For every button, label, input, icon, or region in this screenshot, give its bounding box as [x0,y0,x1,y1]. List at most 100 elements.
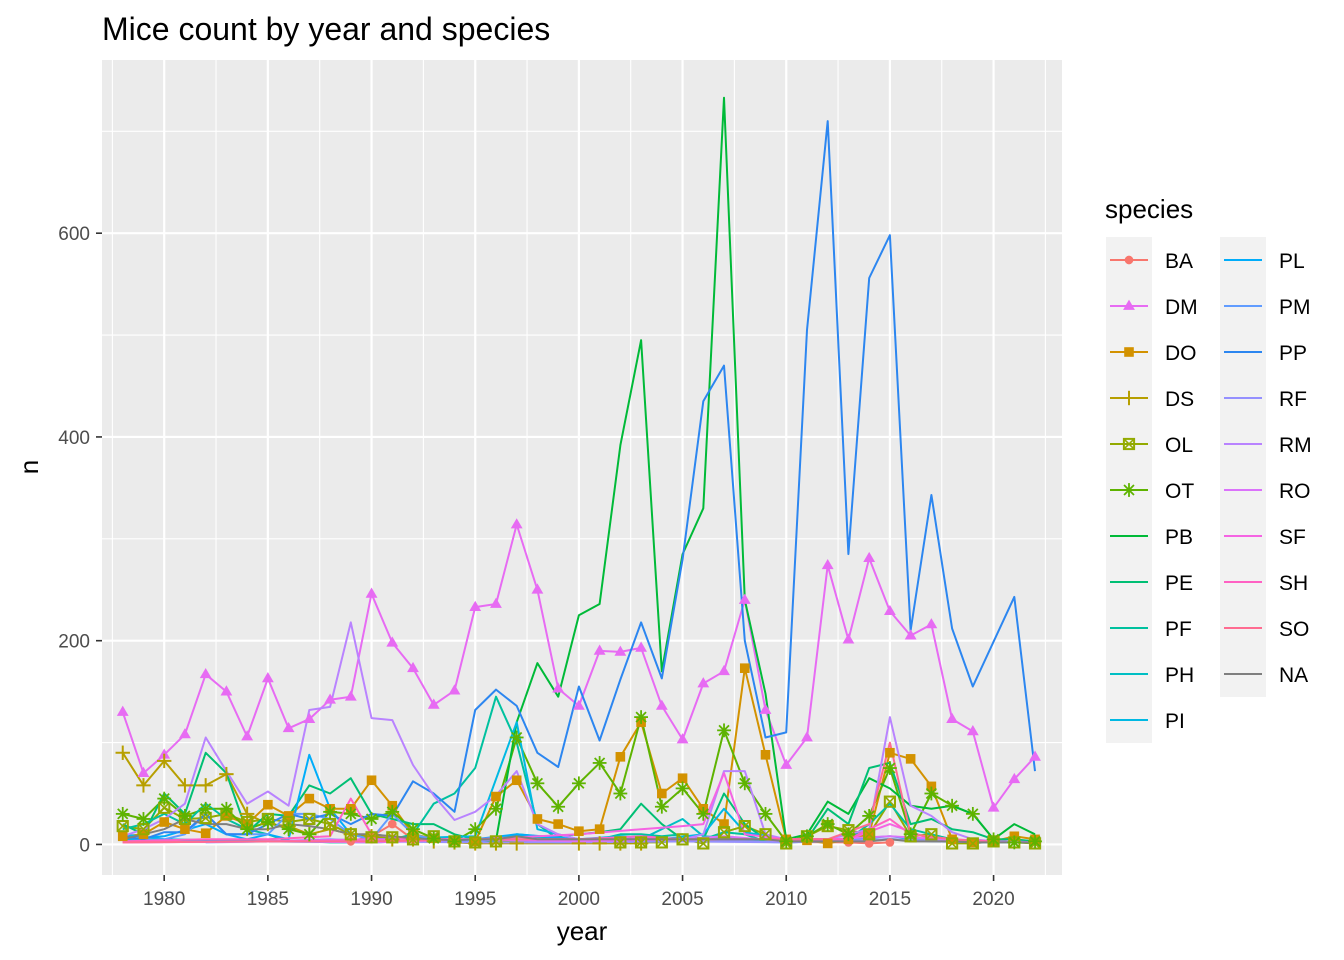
marker-shape [324,693,336,704]
marker-shape [676,833,689,846]
marker-shape [739,777,751,789]
data-point-ot [800,829,814,844]
marker-shape [926,781,937,792]
data-point-ot [489,801,503,816]
data-point-ol [863,828,876,841]
marker-shape [241,823,253,835]
marker-shape [676,782,689,795]
data-point-dm [614,645,627,656]
data-point-ol [323,817,337,831]
marker-shape [365,587,378,598]
marker-shape [428,832,440,844]
marker-shape [801,731,813,742]
marker-shape [116,705,129,716]
data-point-ol [738,820,751,833]
legend-item-sh: SH [1220,559,1308,605]
marker-shape [1124,347,1134,357]
data-point-ot [281,822,296,837]
data-point-dm [510,518,523,529]
marker-shape [842,828,855,840]
data-point-dm [344,690,357,701]
marker-shape [344,690,357,701]
legend-item-pm: PM [1220,283,1311,329]
legend-label: PM [1279,296,1311,319]
marker-shape [593,644,606,655]
data-point-ot [862,809,877,823]
marker-shape [822,838,833,849]
marker-shape [262,816,274,828]
marker-shape [738,593,751,604]
data-point-dm [635,641,648,652]
data-point-do [926,781,937,792]
marker-shape [657,788,667,799]
marker-shape [615,752,626,762]
data-point-dm [593,644,606,655]
marker-shape [117,808,129,820]
marker-shape [904,629,917,640]
marker-shape [905,828,917,840]
data-point-ot [883,761,897,775]
legend-label: PF [1165,618,1192,641]
x-tick-label: 2010 [765,889,807,910]
y-tick-label: 600 [58,224,90,245]
legend-key-marker [1123,299,1135,310]
data-point-ot [592,756,607,770]
legend-label: PI [1165,710,1185,733]
data-point-ds [177,778,193,793]
legend-label: RO [1279,480,1311,503]
data-point-dm [531,583,544,594]
marker-shape [511,731,523,744]
y-tick-label: 0 [79,835,90,856]
data-point-dm [220,685,233,696]
marker-shape [158,792,170,805]
marker-shape [427,698,440,709]
x-tick-label: 1980 [143,889,185,910]
marker-shape [407,823,419,835]
data-point-dm [324,693,336,704]
data-point-ot [364,812,379,826]
data-point-ds [136,778,151,793]
data-point-dm [718,664,730,676]
marker-shape [718,724,730,736]
marker-shape [469,836,481,849]
data-point-ot [903,827,918,842]
marker-shape [987,833,1000,845]
marker-shape [718,826,730,838]
legend-item-dm: DM [1106,283,1198,329]
major-gridlines [102,60,1062,875]
marker-shape [345,808,357,820]
marker-shape [656,801,668,813]
marker-shape [489,835,503,848]
marker-shape [220,803,233,815]
data-point-ol [883,795,897,808]
y-axis: 0 200 400 600 [58,224,102,856]
data-point-ba [885,838,895,847]
data-point-ot [468,822,483,837]
marker-shape [717,826,731,839]
marker-shape [966,837,979,850]
marker-shape [635,641,648,652]
legend-item-ds: DS [1106,375,1194,421]
marker-shape [883,795,897,808]
data-point-ol [946,837,959,850]
data-point-ot [323,804,337,819]
marker-shape [967,808,979,820]
marker-shape [532,814,543,824]
data-point-do [615,752,626,762]
legend-key-marker [1124,255,1134,265]
data-point-dm [448,684,461,695]
data-point-dm [261,672,274,683]
legend-item-na: NA [1220,651,1308,697]
data-point-ot [924,786,939,801]
marker-shape [634,836,648,849]
marker-shape [491,791,501,802]
data-point-dm [199,667,212,679]
data-point-dm [987,801,1000,812]
marker-shape [863,810,875,822]
data-point-dm [572,699,585,710]
marker-shape [179,810,191,822]
data-point-do [553,819,563,829]
marker-shape [1029,835,1041,847]
data-point-ol [344,828,357,841]
data-point-ot [1028,834,1042,849]
